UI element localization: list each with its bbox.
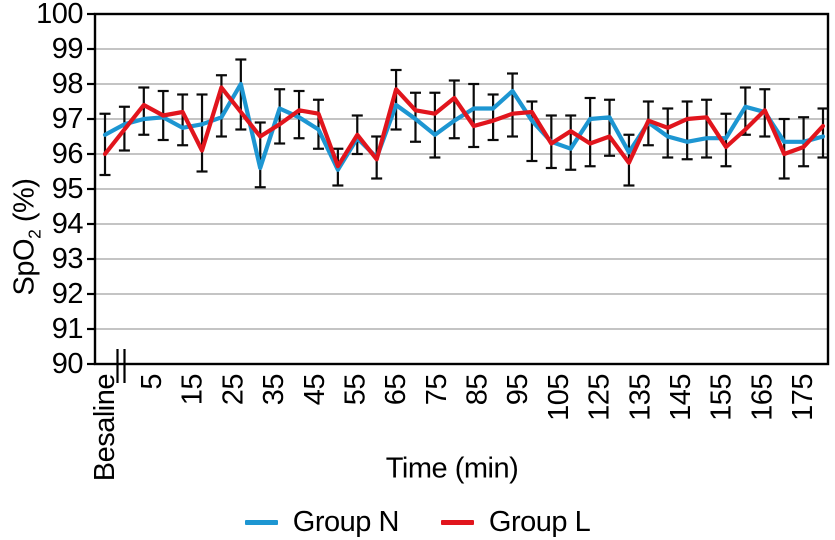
y-axis-title-main: SpO [8, 238, 41, 296]
y-axis-title-unit: (%) [8, 178, 41, 230]
series-line-group-l [102, 85, 826, 169]
x-tick-label: 55 [339, 374, 371, 405]
x-tick-label: 125 [584, 374, 616, 421]
y-tick-label: 91 [52, 313, 83, 345]
x-tick-label: 105 [543, 374, 575, 421]
x-tick-label: 75 [421, 374, 453, 405]
y-axis-title: SpO2 (%) [9, 179, 46, 296]
x-tick-label: 45 [299, 374, 331, 405]
y-tick-label: 93 [52, 243, 83, 275]
y-tick-label: 97 [52, 103, 83, 135]
group-l-line-swatch [440, 520, 474, 525]
y-tick-label: 98 [52, 68, 83, 100]
y-tick-label: 92 [52, 278, 83, 310]
x-tick-label: 135 [624, 374, 656, 421]
x-tick-label: 65 [380, 374, 412, 405]
x-tick-label: 85 [462, 374, 494, 405]
x-tick-label: 95 [502, 374, 534, 405]
x-tick-label: 15 [177, 374, 209, 405]
x-tick-label: 165 [746, 374, 778, 421]
group-n-line-swatch [244, 520, 278, 525]
x-axis-title: Time (min) [385, 452, 519, 485]
legend-label-group-n: Group N [292, 506, 400, 538]
x-tick-label: 25 [217, 374, 249, 405]
x-tick-label: 175 [787, 374, 819, 421]
x-tick-label: 35 [258, 374, 290, 405]
x-tick-label: 155 [706, 374, 738, 421]
x-tick-label: 5 [136, 374, 168, 390]
legend-label-group-l: Group L [488, 506, 591, 538]
x-tick-label: Besaline [89, 374, 121, 481]
y-tick-label: 99 [52, 33, 83, 65]
legend: Group N Group L [0, 506, 835, 539]
y-axis-title-subscript: 2 [24, 229, 45, 239]
y-tick-label: 100 [36, 0, 83, 30]
x-tick-label: 145 [665, 374, 697, 421]
legend-item-group-n: Group N [244, 506, 400, 539]
y-tick-label: 94 [52, 208, 84, 240]
y-tick-label: 96 [52, 138, 83, 170]
y-tick-label: 95 [52, 173, 83, 205]
legend-item-group-l: Group L [440, 506, 591, 539]
y-tick-label: 90 [52, 348, 83, 380]
